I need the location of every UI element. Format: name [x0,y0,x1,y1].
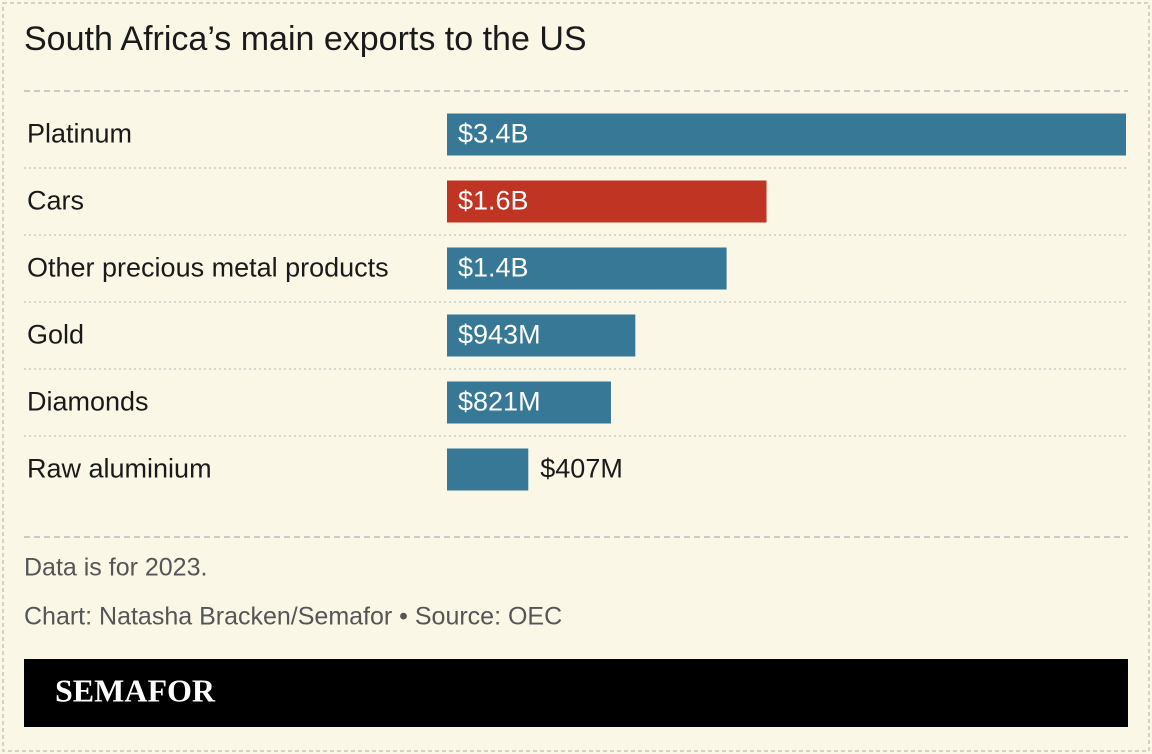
bar [447,180,767,223]
category-label: Other precious metal products [27,253,389,283]
value-label: $1.6B [458,186,529,216]
brand-bar [24,659,1128,727]
brand: SEMAFOR [55,672,216,708]
bar [447,381,611,424]
value-label: $1.4B [458,253,529,283]
category-label: Gold [27,320,84,350]
value-label: $943M [458,320,541,350]
bar [447,314,636,357]
category-label: Cars [27,186,84,216]
note: Data is for 2023. [24,554,207,582]
category-label: Platinum [27,119,132,149]
bar [447,448,529,491]
value-label: $821M [458,387,541,417]
bar [447,247,727,290]
category-label: Raw aluminium [27,454,212,484]
value-label: $3.4B [458,119,529,149]
credit: Chart: Natasha Bracken/Semafor • Source:… [24,603,562,631]
value-label: $407M [540,454,623,484]
category-label: Diamonds [27,387,149,417]
chart-title: South Africa’s main exports to the US [24,20,587,58]
bar [447,113,1126,156]
